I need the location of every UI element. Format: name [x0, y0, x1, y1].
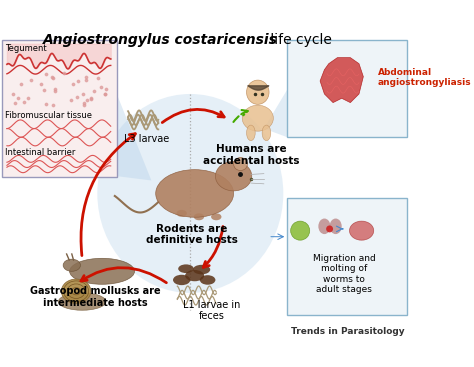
Ellipse shape [193, 265, 210, 275]
Ellipse shape [234, 157, 247, 171]
Ellipse shape [215, 161, 252, 191]
Point [51, 88, 59, 94]
Point [60, 70, 68, 76]
Text: Migration and
molting of
worms to
adult stages: Migration and molting of worms to adult … [313, 254, 376, 294]
Point [68, 97, 75, 103]
Text: L3 larvae: L3 larvae [125, 134, 170, 144]
Ellipse shape [62, 279, 91, 303]
Point [97, 84, 105, 90]
Point [11, 100, 19, 106]
FancyBboxPatch shape [2, 40, 117, 177]
Point [87, 96, 94, 102]
Ellipse shape [194, 213, 204, 220]
Point [74, 78, 82, 84]
Ellipse shape [329, 218, 342, 234]
Text: Trends in Parasitology: Trends in Parasitology [291, 327, 405, 336]
Text: Gastropod mollusks are
intermediate hosts: Gastropod mollusks are intermediate host… [30, 286, 161, 308]
Point [49, 75, 56, 81]
Point [14, 95, 22, 101]
Ellipse shape [70, 258, 135, 284]
FancyBboxPatch shape [287, 198, 407, 315]
Ellipse shape [246, 80, 269, 104]
Ellipse shape [185, 270, 204, 281]
Point [101, 91, 109, 97]
Point [27, 77, 35, 83]
Text: Tegument: Tegument [5, 44, 47, 53]
Point [20, 99, 28, 105]
Point [94, 75, 101, 81]
Ellipse shape [173, 275, 191, 285]
Point [50, 102, 57, 108]
Ellipse shape [176, 210, 187, 217]
Text: Humans are
accidental hosts: Humans are accidental hosts [202, 144, 299, 166]
FancyBboxPatch shape [287, 40, 407, 137]
Ellipse shape [58, 293, 106, 310]
Text: Rodents are
definitive hosts: Rodents are definitive hosts [146, 224, 238, 245]
Point [102, 86, 109, 92]
Point [40, 87, 48, 93]
Ellipse shape [63, 259, 81, 271]
Point [42, 101, 49, 106]
Point [18, 81, 25, 87]
Text: Angiostrongylus costaricensis: Angiostrongylus costaricensis [43, 33, 277, 47]
Ellipse shape [97, 94, 283, 293]
Ellipse shape [246, 125, 255, 141]
Point [101, 91, 109, 97]
Text: Fibromuscular tissue: Fibromuscular tissue [5, 111, 92, 120]
Ellipse shape [319, 218, 330, 234]
Point [37, 81, 45, 87]
Point [80, 100, 88, 106]
Point [9, 91, 17, 97]
Ellipse shape [156, 170, 234, 217]
Ellipse shape [262, 125, 271, 141]
Ellipse shape [349, 221, 374, 240]
Point [79, 91, 87, 97]
Ellipse shape [326, 225, 333, 232]
Point [83, 97, 91, 102]
Point [73, 94, 81, 100]
Text: life cycle: life cycle [266, 33, 332, 47]
Point [52, 86, 59, 92]
Ellipse shape [200, 275, 215, 285]
Point [42, 70, 49, 76]
Point [24, 95, 32, 101]
Point [69, 81, 76, 87]
Ellipse shape [178, 264, 194, 273]
Point [87, 95, 95, 101]
Ellipse shape [242, 105, 273, 131]
Ellipse shape [291, 221, 310, 240]
Text: Abdominal
angiostrongyliasis: Abdominal angiostrongyliasis [378, 68, 472, 87]
Polygon shape [264, 90, 287, 137]
Polygon shape [117, 94, 151, 181]
Point [82, 74, 90, 80]
Point [48, 75, 56, 80]
Polygon shape [320, 58, 364, 103]
Point [82, 77, 90, 83]
Point [90, 88, 98, 94]
Point [81, 102, 88, 108]
Text: Intestinal barrier: Intestinal barrier [5, 149, 75, 157]
Ellipse shape [211, 213, 221, 220]
Text: L1 larvae in
feces: L1 larvae in feces [183, 300, 241, 321]
